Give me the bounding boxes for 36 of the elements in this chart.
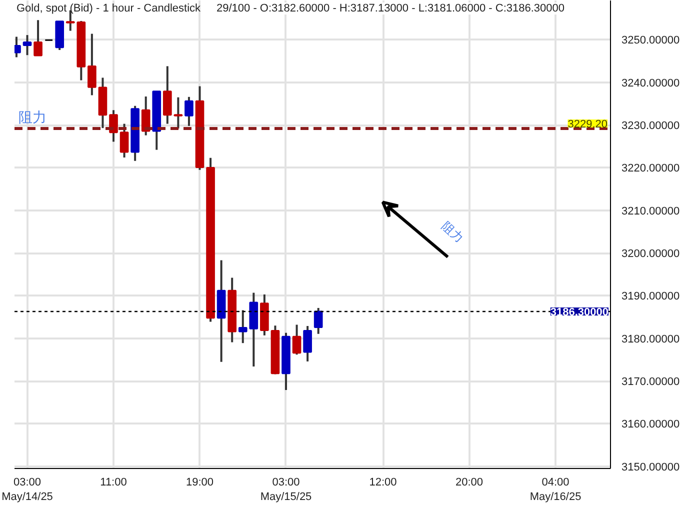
candlestick (292, 324, 302, 356)
candlestick (141, 95, 150, 136)
y-tick-label: 3250.00000 (622, 34, 680, 47)
y-tick-label: 3200.00000 (622, 248, 680, 260)
x-tick-label: 19:00 (186, 476, 214, 488)
y-tick-label: 3170.00000 (622, 376, 680, 388)
candlestick (120, 122, 129, 158)
candlestick (109, 109, 118, 143)
candlestick (162, 65, 172, 125)
y-tick-label: 3160.00000 (622, 418, 680, 431)
y-tick-label: 3220.00000 (622, 162, 680, 175)
x-tick-label: 03:00 May/14/25 (2, 476, 53, 503)
candlestick (88, 32, 96, 96)
x-tick-label: 03:00 May/15/25 (260, 476, 312, 503)
x-tick-label: 11:00 (100, 476, 127, 488)
annotation: 阻力 (18, 109, 46, 126)
candlestick (303, 325, 312, 362)
y-tick-label: 3190.00000 (622, 290, 680, 303)
y-tick-label: 3230.00000 (622, 120, 680, 132)
chart-subtitle: 29/100 - O:3182.60000 - H:3187.13000 - L:3181.06000 - C:3186.30000 (216, 2, 564, 14)
ref-line-label: 3186.30000 (550, 306, 609, 319)
chart-title: Gold, spot (Bid) - 1 hour - Candlestick (16, 2, 202, 14)
candlestick (174, 96, 183, 130)
candlestick (184, 96, 194, 127)
x-tick-label: 04:00 May/16/25 (530, 476, 582, 503)
candlestick (22, 34, 32, 56)
x-tick-label: 20:00 (456, 476, 484, 488)
y-tick-label: 3240.00000 (622, 77, 680, 90)
y-tick-label: 3210.00000 (622, 205, 680, 218)
x-tick-label: 12:00 (369, 476, 397, 488)
annotation: 阻力 (439, 218, 466, 246)
candlestick (34, 19, 42, 57)
ref-line-label: 3229.20 (568, 118, 608, 130)
y-tick-label: 3180.00000 (622, 333, 680, 346)
candlestick (314, 306, 323, 335)
y-tick-label: 3150.00000 (622, 461, 680, 474)
